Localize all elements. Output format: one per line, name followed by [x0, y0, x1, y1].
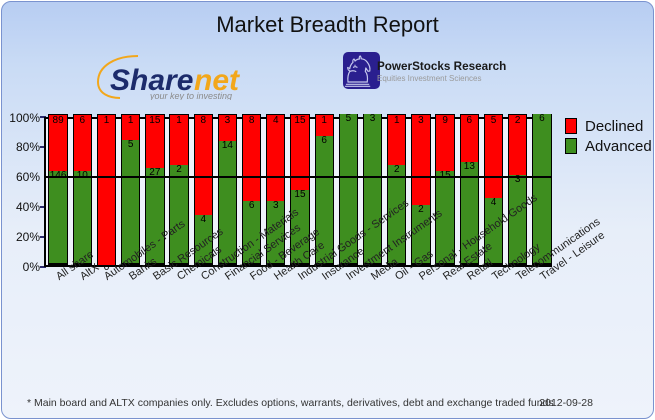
svg-text:PowerStocks Research: PowerStocks Research — [377, 60, 506, 73]
svg-text:your key to investing: your key to investing — [149, 91, 232, 100]
svg-text:Equities Investment Sciences: Equities Investment Sciences — [377, 74, 482, 83]
